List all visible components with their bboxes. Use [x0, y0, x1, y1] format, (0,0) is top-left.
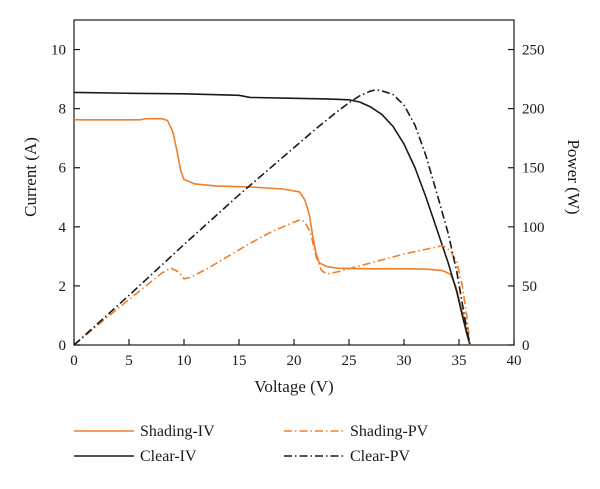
y-right-tick-label: 200: [522, 102, 545, 118]
x-tick-label: 30: [397, 353, 412, 369]
x-tick-label: 15: [232, 353, 247, 369]
x-tick-label: 5: [125, 353, 133, 369]
x-tick-label: 10: [177, 353, 192, 369]
plot-border: [73, 19, 515, 346]
x-axis-ticks: 0 5 10 15 20 25 30 35 40: [70, 339, 522, 369]
series-line-clear-iv: [73, 91, 471, 346]
series-line-shading-iv: [74, 117, 471, 346]
legend-item-shading-pv: Shading-PV: [284, 423, 429, 440]
y-left-tick-label: 0: [59, 338, 67, 354]
y-right-tick-label: 250: [522, 43, 545, 59]
y-right-axis-title: Power (W): [564, 139, 583, 214]
legend: Shading-IV Clear-IV Shading-PV Clear-PV: [74, 423, 429, 465]
x-tick-label: 0: [70, 353, 78, 369]
x-tick-label: 20: [287, 353, 302, 369]
x-tick-label: 40: [507, 353, 522, 369]
plot-frame: [73, 19, 515, 346]
legend-label: Clear-PV: [350, 448, 411, 465]
series-layer: [73, 88, 471, 346]
x-axis-title: Voltage (V): [254, 377, 333, 396]
y-left-tick-label: 4: [59, 220, 67, 236]
legend-label: Clear-IV: [140, 448, 197, 465]
y-left-axis-ticks: 0 2 4 6 8 10: [51, 43, 80, 354]
y-right-tick-label: 50: [522, 279, 537, 295]
x-tick-label: 25: [342, 353, 357, 369]
legend-item-shading-iv: Shading-IV: [74, 423, 215, 440]
y-left-tick-label: 2: [59, 279, 67, 295]
legend-label: Shading-IV: [140, 423, 215, 440]
series-line-clear-pv: [73, 88, 471, 346]
x-tick-label: 35: [452, 353, 467, 369]
y-left-tick-label: 6: [59, 161, 67, 177]
series-line-shading-pv: [73, 218, 471, 346]
y-left-axis-title: Current (A): [21, 137, 40, 217]
legend-label: Shading-PV: [350, 423, 429, 440]
y-left-tick-label: 8: [59, 102, 67, 118]
legend-item-clear-pv: Clear-PV: [284, 448, 411, 465]
y-right-tick-label: 100: [522, 220, 545, 236]
y-right-tick-label: 0: [522, 338, 530, 354]
y-right-tick-label: 150: [522, 161, 545, 177]
y-right-axis-ticks: 0 50 100 150 200 250: [508, 43, 545, 354]
legend-item-clear-iv: Clear-IV: [74, 448, 197, 465]
y-left-tick-label: 10: [51, 43, 66, 59]
